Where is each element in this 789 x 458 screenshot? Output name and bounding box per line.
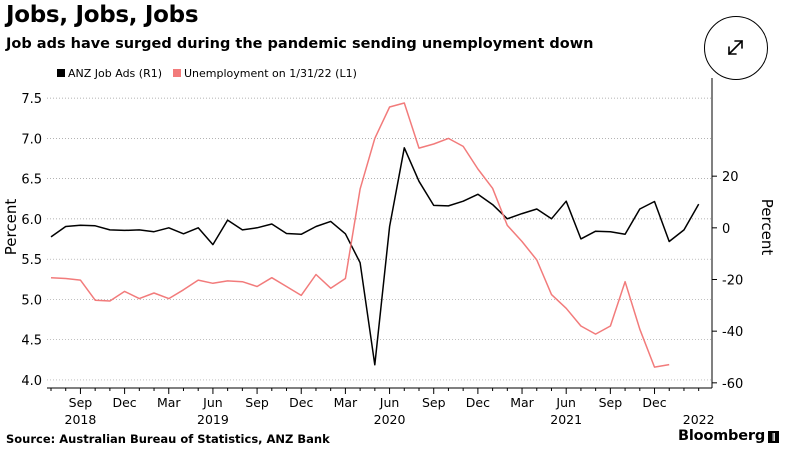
legend-label-unemployment: Unemployment on 1/31/22 (L1) <box>184 67 357 80</box>
x-tick-label-month: Sep <box>69 395 93 410</box>
y-tick-label-left: 5.5 <box>21 253 42 268</box>
x-tick-label-month: Jun <box>555 395 576 410</box>
chart-title: Jobs, Jobs, Jobs <box>6 2 199 28</box>
x-tick-label-month: Dec <box>642 395 666 410</box>
y-tick-label-left: 6.0 <box>21 213 42 228</box>
legend-label-job-ads: ANZ Job Ads (R1) <box>68 67 162 80</box>
y-tick-label-left: 6.5 <box>21 173 42 188</box>
y-tick-label-left: 7.0 <box>21 132 42 147</box>
x-tick-label-month: Dec <box>289 395 313 410</box>
x-tick-label-year: 2021 <box>550 412 582 427</box>
y-tick-label-left: 4.0 <box>21 374 42 389</box>
expand-arrows-icon <box>728 40 743 55</box>
y-tick-label-left: 7.5 <box>21 92 42 107</box>
x-tick-label-month: Mar <box>157 395 181 410</box>
series-line-unemployment <box>50 102 670 368</box>
x-tick-label-year: 2018 <box>65 412 97 427</box>
x-tick-label-month: Mar <box>334 395 358 410</box>
x-tick-label-month: Sep <box>599 395 623 410</box>
y-tick-label-right: 20 <box>722 170 739 185</box>
x-tick-label-year: 2019 <box>197 412 229 427</box>
legend-swatch-unemployment <box>173 69 181 77</box>
legend: ANZ Job Ads (R1) Unemployment on 1/31/22… <box>57 67 357 80</box>
x-tick-label-year: 2020 <box>374 412 406 427</box>
chart-subtitle: Job ads have surged during the pandemic … <box>6 36 594 52</box>
x-tick-label-month: Sep <box>422 395 446 410</box>
x-tick-label-month: Jun <box>202 395 223 410</box>
y-axis-label-right: Percent <box>758 199 776 256</box>
source-note: Source: Australian Bureau of Statistics,… <box>6 432 330 446</box>
y-tick-label-right: 0 <box>722 222 730 237</box>
y-tick-label-left: 5.0 <box>21 293 42 308</box>
x-tick-label-month: Sep <box>245 395 269 410</box>
bloomberg-terminal-icon: ‖ <box>768 431 779 443</box>
x-tick-label-month: Dec <box>466 395 490 410</box>
x-tick-label-year: 2022 <box>683 412 715 427</box>
y-tick-label-right: -60 <box>722 377 743 392</box>
y-tick-label-left: 4.5 <box>21 334 42 349</box>
series-line-job-ads <box>50 147 700 366</box>
brand-name: Bloomberg <box>678 428 765 444</box>
y-tick-label-right: -20 <box>722 274 743 289</box>
y-tick-label-right: -40 <box>722 325 743 340</box>
y-axis-label-left: Percent <box>2 199 20 256</box>
expand-chart-button[interactable] <box>704 16 768 80</box>
x-tick-label-month: Jun <box>379 395 400 410</box>
brand-logo: Bloomberg ‖ <box>678 428 779 444</box>
x-tick-label-month: Dec <box>112 395 136 410</box>
x-tick-label-month: Mar <box>510 395 534 410</box>
legend-swatch-job-ads <box>57 69 65 77</box>
